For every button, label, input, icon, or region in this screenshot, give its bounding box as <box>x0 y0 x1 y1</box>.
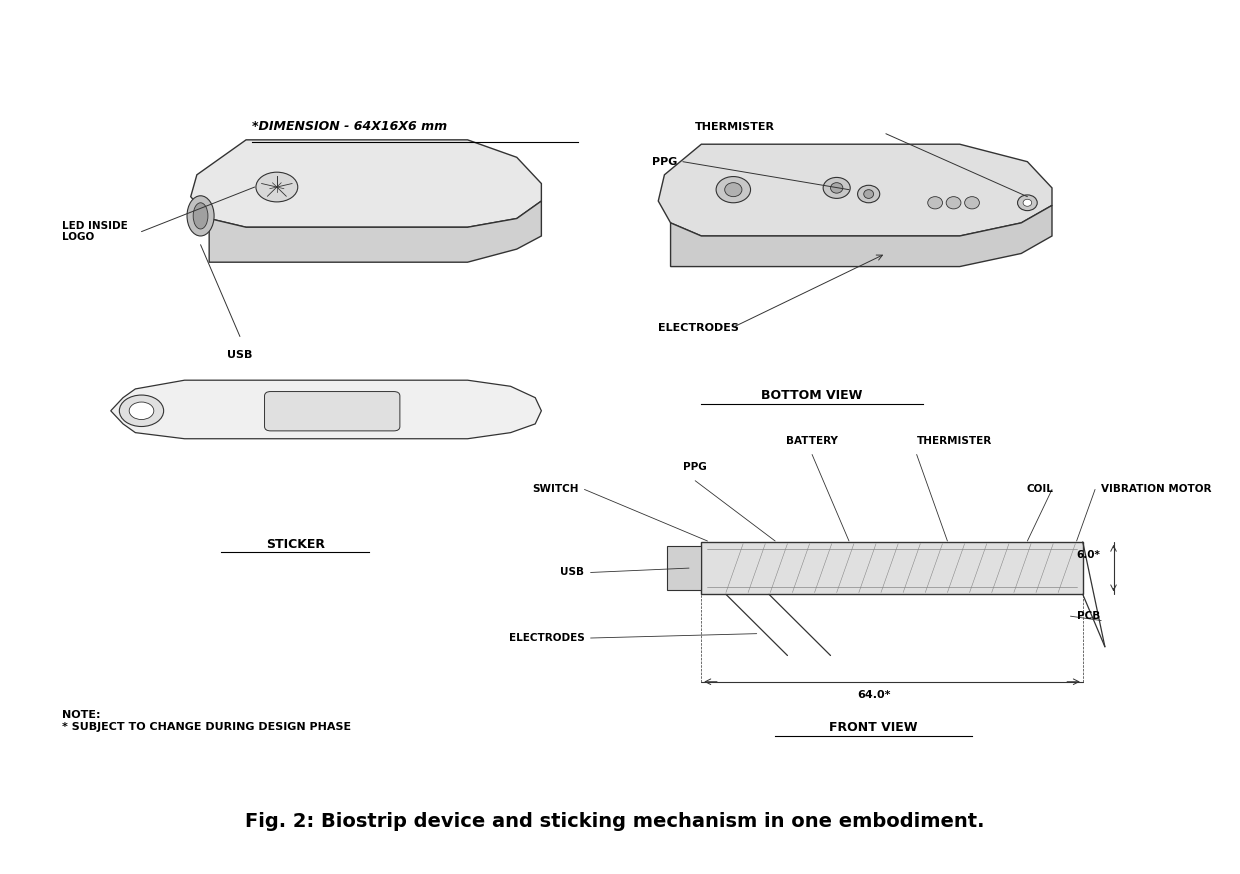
Polygon shape <box>671 205 1052 267</box>
Ellipse shape <box>946 197 961 209</box>
Text: THERMISTER: THERMISTER <box>696 121 775 132</box>
Text: *DIMENSION - 64X16X6 mm: *DIMENSION - 64X16X6 mm <box>252 121 448 133</box>
Circle shape <box>119 395 164 427</box>
Text: Fig. 2: Biostrip device and sticking mechanism in one embodiment.: Fig. 2: Biostrip device and sticking mec… <box>246 812 985 831</box>
FancyBboxPatch shape <box>264 392 399 431</box>
Ellipse shape <box>831 183 843 193</box>
Text: PCB: PCB <box>1076 611 1100 621</box>
Ellipse shape <box>715 177 750 203</box>
Text: PPG: PPG <box>652 156 677 167</box>
Text: STICKER: STICKER <box>265 538 325 551</box>
Ellipse shape <box>858 185 879 203</box>
Ellipse shape <box>1018 195 1037 211</box>
Text: FRONT VIEW: FRONT VIEW <box>830 721 918 734</box>
Text: VIBRATION MOTOR: VIBRATION MOTOR <box>1101 484 1211 495</box>
Text: PPG: PPG <box>683 462 707 472</box>
Text: USB: USB <box>227 350 253 359</box>
Ellipse shape <box>965 197 980 209</box>
Text: LED INSIDE
LOGO: LED INSIDE LOGO <box>62 221 128 242</box>
Ellipse shape <box>864 190 874 198</box>
Text: 6.0*: 6.0* <box>1076 550 1100 560</box>
Bar <box>667 546 702 590</box>
Ellipse shape <box>1023 199 1032 206</box>
Text: COIL: COIL <box>1027 484 1053 495</box>
Ellipse shape <box>928 197 942 209</box>
Text: ELECTRODES: ELECTRODES <box>508 633 584 643</box>
Bar <box>702 542 1083 594</box>
Text: BOTTOM VIEW: BOTTOM VIEW <box>761 389 863 402</box>
Circle shape <box>255 172 298 202</box>
Ellipse shape <box>823 177 851 198</box>
Text: USB: USB <box>560 567 584 578</box>
Ellipse shape <box>187 196 215 236</box>
Text: NOTE:
* SUBJECT TO CHANGE DURING DESIGN PHASE: NOTE: * SUBJECT TO CHANGE DURING DESIGN … <box>62 711 351 732</box>
Polygon shape <box>191 140 542 227</box>
Text: BATTERY: BATTERY <box>786 436 838 446</box>
Polygon shape <box>110 380 542 439</box>
Ellipse shape <box>193 203 208 229</box>
Text: SWITCH: SWITCH <box>532 484 578 495</box>
Text: ELECTRODES: ELECTRODES <box>658 323 739 333</box>
Text: 64.0*: 64.0* <box>857 690 890 700</box>
Polygon shape <box>210 201 542 262</box>
Polygon shape <box>658 144 1052 236</box>
Text: THERMISTER: THERMISTER <box>916 436 992 446</box>
Ellipse shape <box>724 183 742 197</box>
Circle shape <box>129 402 154 420</box>
